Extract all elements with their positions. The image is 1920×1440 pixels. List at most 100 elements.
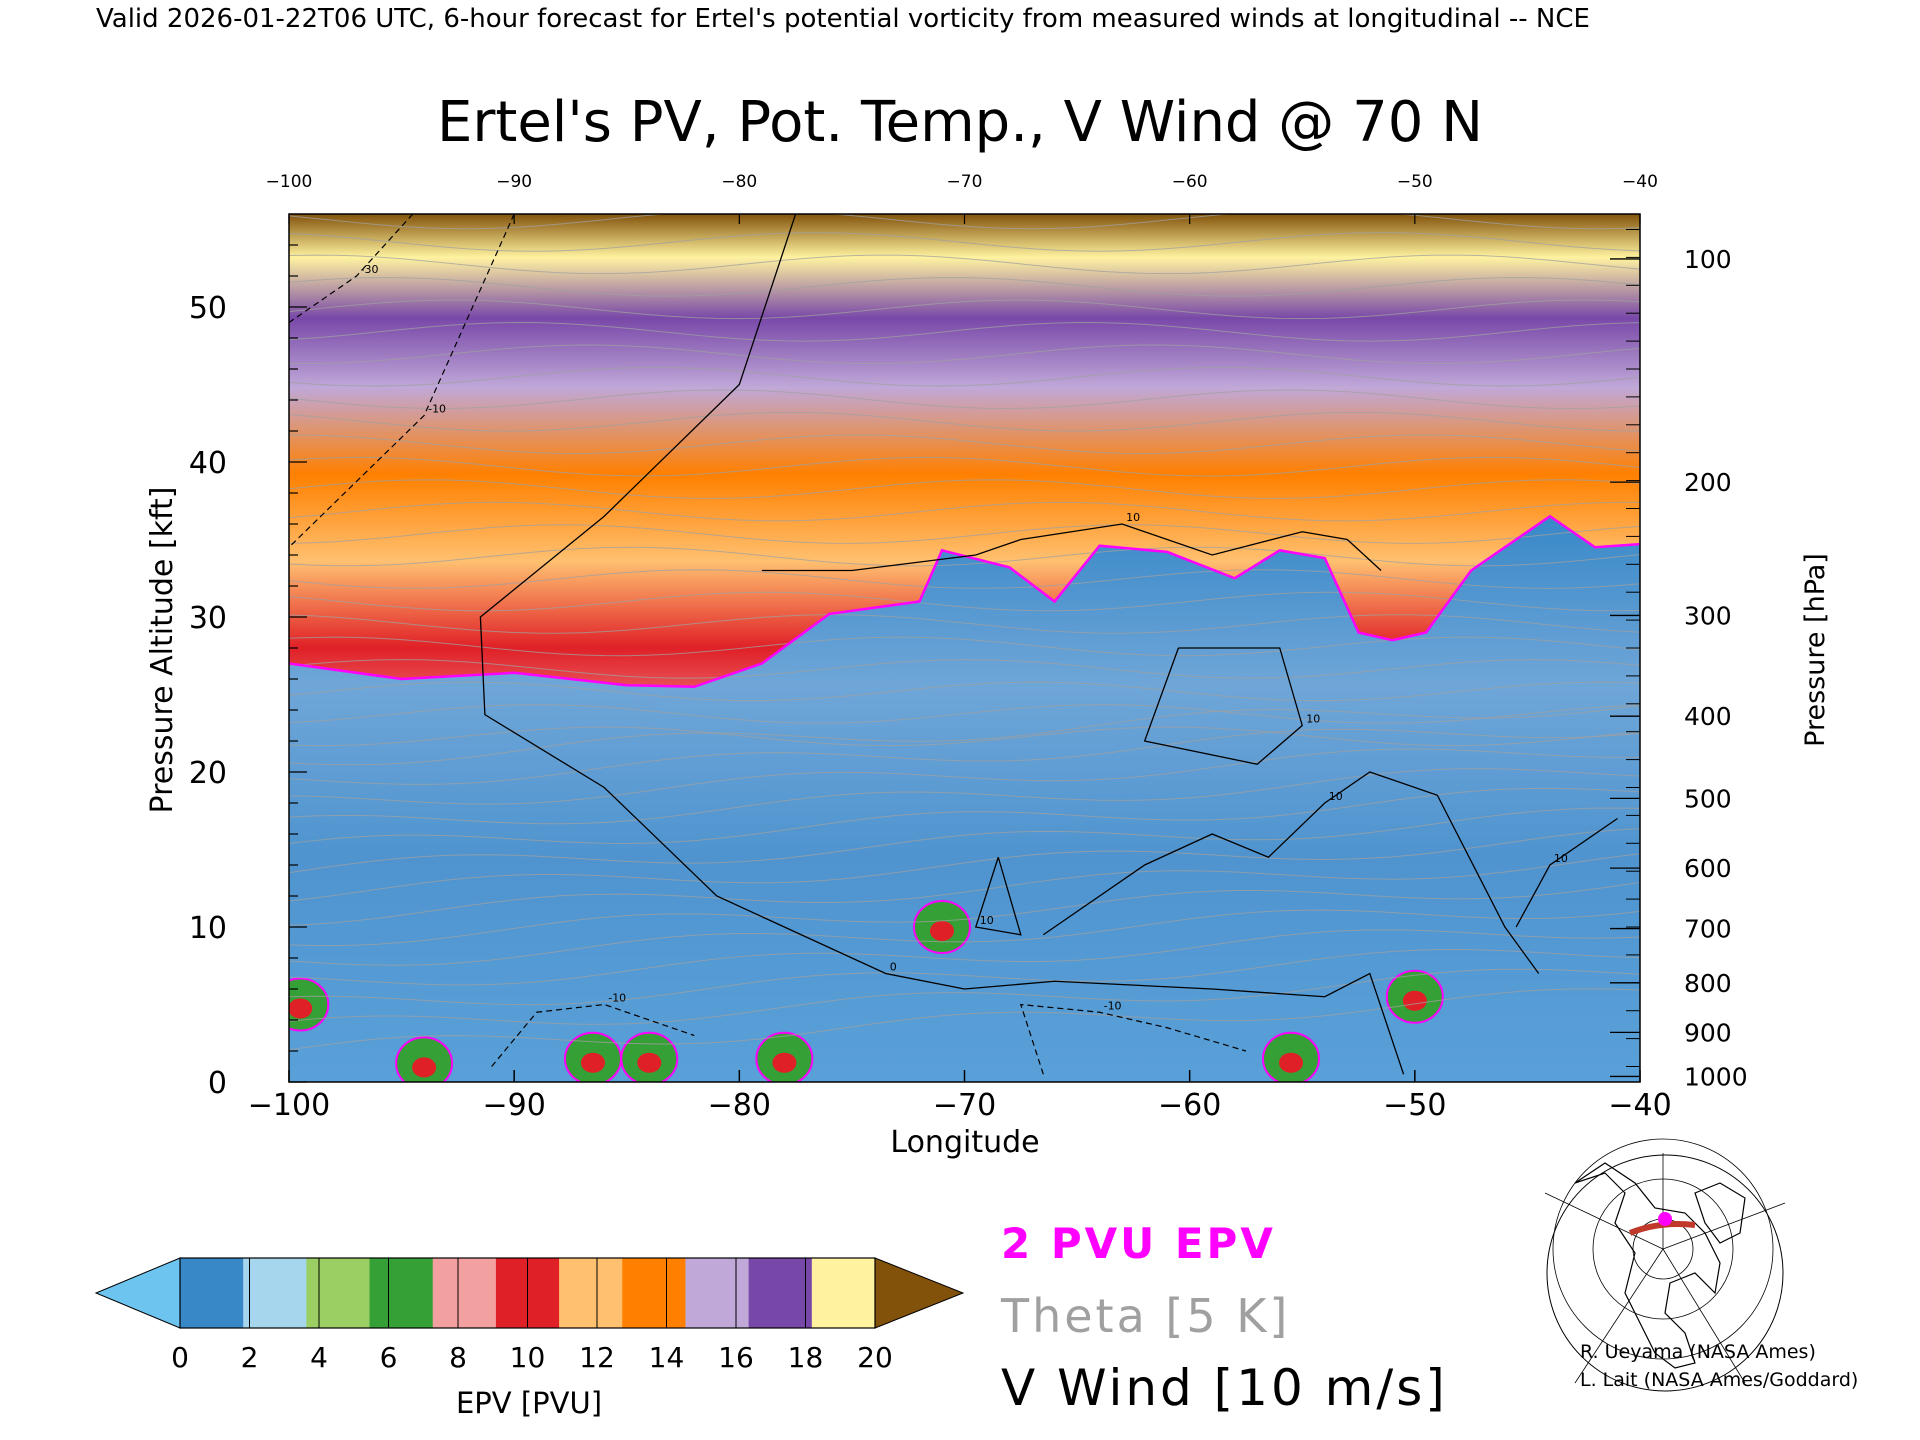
legend-entry: V Wind [10 m/s] (1001, 1359, 1448, 1417)
valid-line: Valid 2026-01-22T06 UTC, 6-hour forecast… (96, 4, 1590, 34)
tropopause-2pvu-line (289, 514, 1640, 689)
theta-line (289, 704, 1640, 724)
x-tick-label: −50 (1383, 1088, 1446, 1123)
vwind-contours: 0 10 10 10 10 10 -10 -30 -10 -10 (289, 214, 1618, 1075)
vwind-dashed-contour (491, 1003, 695, 1067)
vwind-contour-label: -30 (361, 263, 379, 276)
colorbar-segment (685, 1258, 750, 1328)
legend-entry: 2 PVU EPV (1001, 1219, 1276, 1268)
pressure-tick-label: 900 (1684, 1018, 1732, 1047)
theta-line (289, 728, 1640, 785)
x-tick-label: −70 (933, 1088, 996, 1123)
pressure-tick-label: 300 (1684, 601, 1732, 630)
inset-polar-map (1544, 1138, 1786, 1392)
theta-line (289, 389, 1640, 410)
x-tick-top-label: −50 (1397, 172, 1433, 192)
x-tick-top-label: −90 (496, 172, 532, 192)
theta-line (289, 882, 1640, 947)
colorbar-tick-label: 6 (380, 1341, 398, 1374)
map-marker-icon (1658, 1212, 1672, 1226)
theta-line (289, 254, 1640, 275)
credit-line-1: R. Ueyama (NASA Ames) (1580, 1341, 1816, 1363)
theta-line (289, 569, 1640, 589)
pressure-tick-label: 600 (1684, 854, 1732, 883)
theta-line (289, 614, 1640, 634)
x-tick-label: −80 (708, 1088, 771, 1123)
pressure-tick-label: 800 (1684, 969, 1732, 998)
theta-line (289, 524, 1640, 544)
theta-line (289, 456, 1640, 477)
x-axis-label: Longitude (890, 1125, 1039, 1160)
theta-line (289, 366, 1640, 387)
low-level-pv-blobs (289, 900, 1444, 1082)
colorbar-tick-label: 20 (857, 1341, 893, 1374)
theta-line (289, 949, 1640, 1006)
vwind-dashed-contour (289, 214, 515, 548)
vwind-contour-label: 10 (1126, 511, 1140, 524)
theta-line (289, 909, 1640, 966)
y-tick-label: 50 (189, 291, 227, 326)
vwind-contour-label: -10 (428, 403, 446, 416)
plot-area: 0 10 10 10 10 10 -10 -30 -10 -10 (289, 214, 1640, 1082)
theta-line (289, 704, 1640, 766)
pressure-tick-label: 700 (1684, 915, 1732, 944)
colorbar-high-arrow (874, 1257, 965, 1329)
y-axis-label-right: Pressure [hPa] (1800, 553, 1831, 747)
colorbar-frame (179, 1257, 876, 1329)
theta-line (289, 344, 1640, 365)
x-tick-label: −90 (483, 1088, 546, 1123)
theta-line (289, 726, 1640, 747)
theta-line (289, 659, 1640, 679)
pv-blob-core (637, 1052, 662, 1073)
theta-line (289, 546, 1640, 567)
colorbar-tick-label: 2 (241, 1341, 259, 1374)
theta-line (289, 988, 1640, 1051)
theta-line (289, 411, 1640, 432)
theta-line (289, 322, 1640, 342)
vwind-contour (974, 857, 1022, 936)
colorbar-tick-label: 12 (579, 1341, 615, 1374)
credit-line-2: L. Lait (NASA Ames/Goddard) (1580, 1369, 1859, 1391)
pv-blob-core (1278, 1052, 1303, 1073)
y-tick-label: 20 (189, 756, 227, 791)
theta-line (289, 929, 1640, 986)
theta-line (289, 748, 1640, 805)
colorbar-segment (811, 1258, 876, 1328)
x-tick-label: −100 (248, 1088, 330, 1123)
colorbar-segment (243, 1258, 307, 1328)
theta-line (289, 768, 1640, 825)
theta-line (289, 479, 1640, 499)
vwind-contour (479, 214, 1405, 1075)
colorbar-segment (306, 1258, 371, 1328)
x-tick-top-label: −60 (1172, 172, 1208, 192)
pressure-tick-label: 500 (1684, 784, 1732, 813)
vwind-contour-label: 0 (890, 961, 897, 974)
colorbar-tick-label: 10 (510, 1341, 546, 1374)
colorbar-segment (622, 1258, 686, 1328)
pv-blob-core (772, 1052, 797, 1073)
vwind-contour-label: -10 (1104, 999, 1122, 1012)
y-tick-label: 30 (189, 601, 227, 636)
theta-line (289, 277, 1640, 297)
left-altitude-axis: 0 10 20 30 40 50 (189, 244, 307, 1101)
vwind-contour-label: 10 (1306, 713, 1320, 726)
legend-entry: Theta [5 K] (1000, 1289, 1290, 1343)
chart-title: Ertel's PV, Pot. Temp., V Wind @ 70 N (437, 90, 1483, 155)
colorbar-segment (559, 1258, 623, 1328)
vwind-dashed-contour (1019, 1003, 1247, 1075)
colorbar-tick-label: 14 (649, 1341, 685, 1374)
theta-line (289, 853, 1640, 926)
epv-colorbar: 0 2 4 6 8 10 12 14 16 18 20 (94, 1257, 965, 1374)
colorbar-tick-label: 0 (171, 1341, 189, 1374)
theta-line (289, 591, 1640, 612)
bottom-longitude-axis: −100 −90 −80 −70 −60 −50 −40 (248, 1070, 1672, 1123)
x-tick-label: −60 (1158, 1088, 1221, 1123)
top-longitude-axis: −100 −90 −80 −70 −60 −50 −40 (266, 172, 1658, 224)
vwind-dashed-contour (289, 214, 414, 323)
x-tick-top-label: −70 (947, 172, 983, 192)
right-pressure-axis: 100 200 300 400 500 600 700 800 900 1000 (1610, 229, 1748, 1091)
colorbar-label: EPV [PVU] (456, 1386, 602, 1420)
vwind-contour-label: 10 (1554, 852, 1568, 865)
pv-blob-core (412, 1057, 437, 1078)
